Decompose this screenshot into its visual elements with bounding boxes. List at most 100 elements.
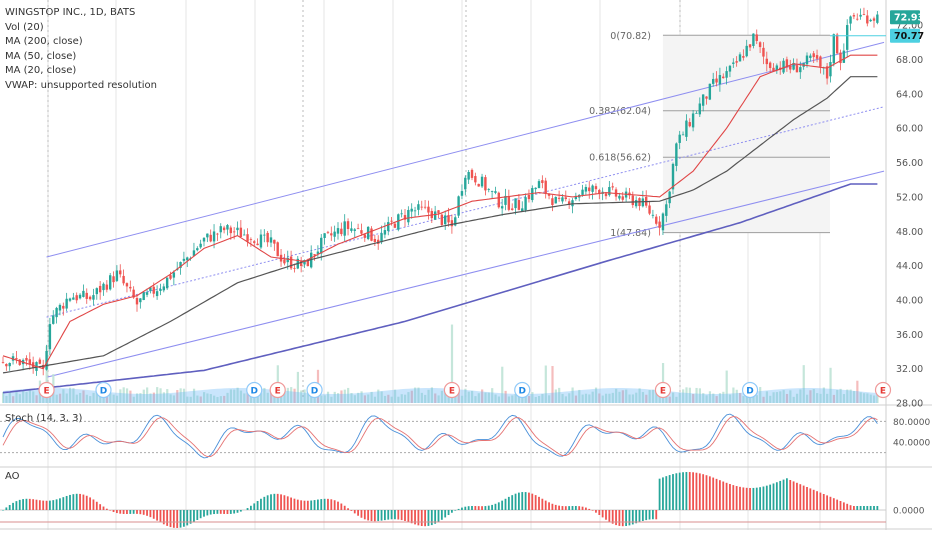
volume-bar	[360, 391, 363, 403]
ao-bar	[317, 499, 319, 510]
candle-body	[584, 186, 588, 192]
channel-line[interactable]	[46, 41, 885, 258]
ao-bar	[598, 510, 601, 515]
ao-bar	[384, 510, 386, 521]
ao-bar	[82, 494, 85, 510]
earnings-marker[interactable]: E	[874, 381, 892, 399]
earnings-marker[interactable]: E	[443, 381, 460, 399]
candle-body	[159, 289, 162, 291]
ao-label: AO	[5, 471, 20, 482]
event-label: E	[275, 387, 281, 397]
candle-body	[48, 324, 52, 350]
ao-bar	[648, 510, 651, 520]
volume-bar	[849, 389, 852, 403]
volume-bar	[698, 388, 701, 403]
ao-bar	[122, 510, 125, 514]
event-circle	[741, 381, 759, 399]
event-label: E	[43, 387, 49, 397]
candle-body	[631, 195, 634, 206]
candle-body	[651, 214, 655, 216]
ao-bar	[28, 498, 31, 510]
ao-bar	[655, 510, 658, 520]
stoch-tick-label: 40.0000	[893, 439, 930, 449]
ma20-line	[2, 54, 878, 370]
volume-bar	[501, 366, 504, 403]
candle-body	[397, 214, 400, 230]
candle-body	[748, 44, 752, 48]
volume-bar	[467, 391, 470, 403]
candle-body	[417, 204, 420, 210]
volume-bar	[407, 392, 410, 403]
event-label: D	[251, 387, 258, 397]
ao-bar	[531, 493, 534, 510]
candle-body	[85, 292, 88, 299]
volume-bar	[192, 388, 196, 403]
candle-body	[812, 53, 815, 58]
volume-bar	[169, 394, 172, 403]
volume-bar	[326, 391, 330, 403]
candle-body	[728, 65, 732, 72]
ao-bar	[373, 510, 376, 522]
dividend-marker[interactable]: D	[306, 381, 323, 399]
ao-bar	[688, 472, 691, 510]
ao-bar	[437, 510, 440, 522]
volume-bar	[795, 393, 799, 403]
ao-bar	[129, 510, 132, 514]
dividend-marker[interactable]: D	[246, 381, 263, 399]
ao-bar	[561, 506, 564, 510]
candle-body	[490, 191, 494, 192]
price-tick-label: 60.00	[896, 124, 923, 135]
ao-bar	[112, 510, 115, 513]
earnings-marker[interactable]: E	[654, 381, 672, 399]
ao-bar	[216, 510, 219, 514]
ao-bar	[729, 484, 731, 510]
volume-bar	[337, 393, 340, 403]
candle-body	[420, 206, 423, 208]
ao-bar	[136, 510, 138, 514]
candle-body	[527, 195, 531, 200]
stoch-tick-label: 80.0000	[893, 418, 930, 428]
earnings-marker[interactable]: E	[38, 381, 55, 399]
volume-bar	[826, 393, 829, 403]
volume-bar	[507, 396, 511, 403]
ao-bar	[873, 506, 875, 510]
candle-body	[433, 211, 437, 220]
ao-bar	[32, 499, 35, 510]
ao-bar	[494, 503, 497, 510]
price-tick-label: 36.00	[896, 330, 923, 341]
candle-body	[842, 50, 846, 63]
ao-bar	[812, 489, 815, 510]
ao-bar	[35, 499, 38, 510]
ao-bar	[471, 505, 473, 510]
volume-bar	[186, 396, 189, 403]
candle-body	[155, 291, 159, 297]
volume-bar	[85, 394, 88, 403]
ao-bar	[38, 500, 41, 510]
candle-body	[58, 304, 62, 311]
dividend-marker[interactable]: D	[514, 381, 531, 399]
ao-bar	[69, 494, 71, 510]
candle-body	[299, 261, 303, 267]
ao-bar	[209, 510, 212, 515]
candle-body	[655, 216, 658, 224]
candle-body	[132, 289, 135, 298]
candle-body	[564, 197, 567, 200]
candle-body	[55, 307, 58, 318]
volume-bar	[775, 392, 779, 403]
ao-bar	[457, 508, 460, 510]
ao-bar	[139, 510, 142, 515]
dividend-marker[interactable]: D	[741, 381, 759, 399]
volume-bar	[869, 394, 872, 403]
ao-bar	[819, 492, 822, 510]
volume-bar	[772, 392, 775, 403]
channel-line[interactable]	[46, 170, 885, 378]
dividend-marker[interactable]: D	[95, 381, 112, 399]
ao-bar	[340, 503, 343, 510]
ao-bar	[759, 487, 761, 510]
ao-bar	[853, 506, 855, 510]
volume-bar	[544, 365, 547, 403]
candle-body	[450, 220, 454, 227]
candle-body	[819, 56, 822, 67]
earnings-marker[interactable]: E	[269, 381, 286, 399]
